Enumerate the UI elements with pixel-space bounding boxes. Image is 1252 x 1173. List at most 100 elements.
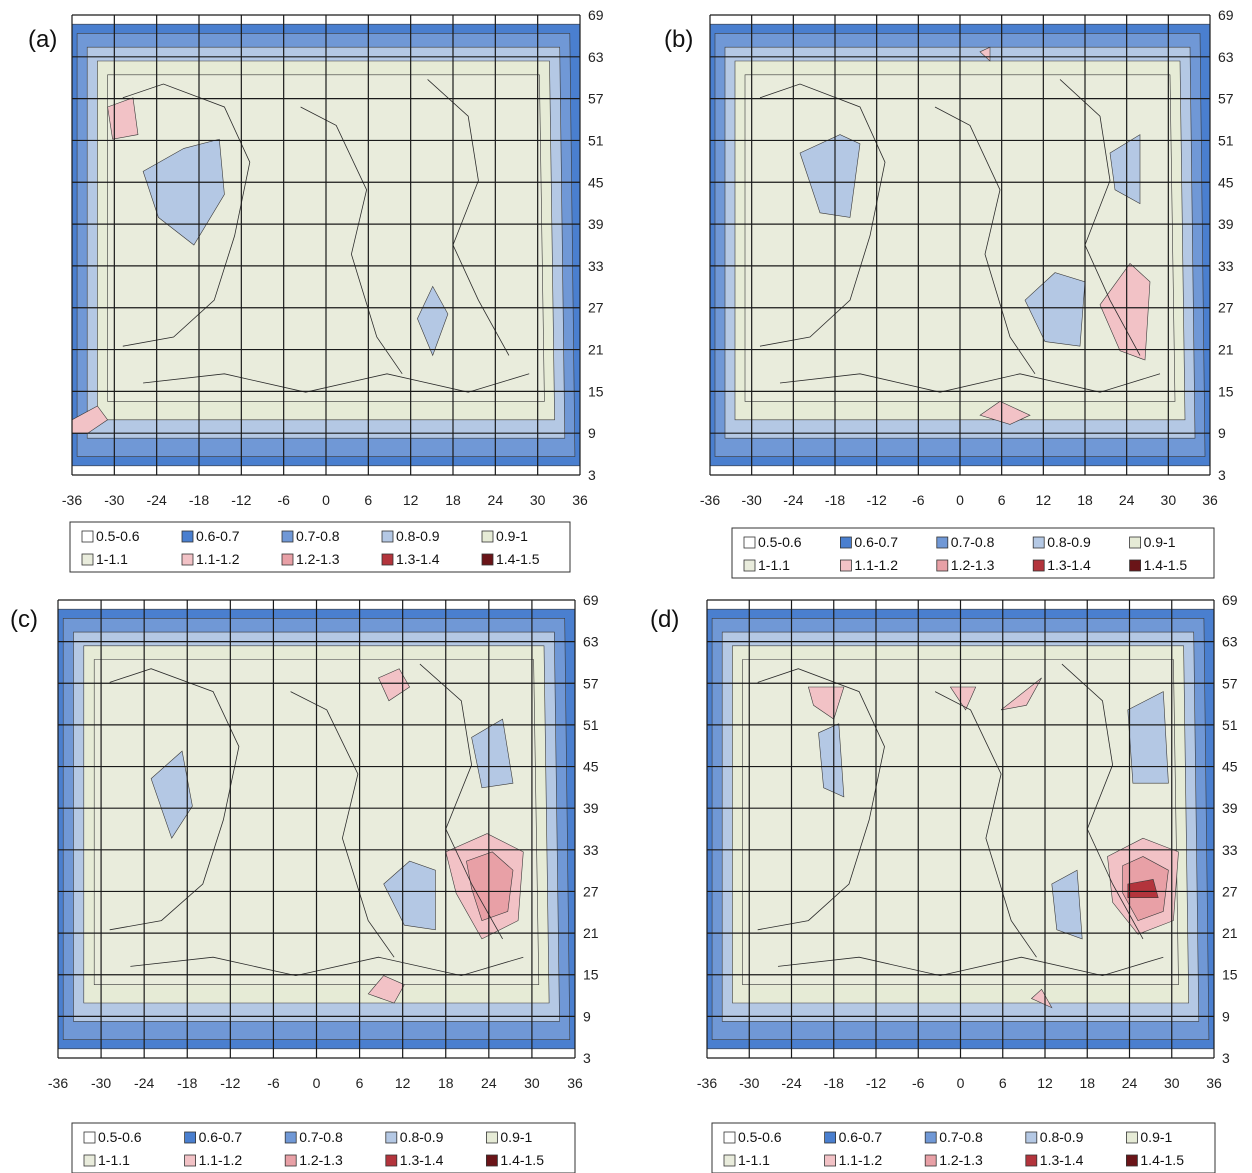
- contour-band-1.1-1.2: [367, 975, 405, 1004]
- legend-swatch: [936, 559, 949, 572]
- panel-2: -36 -30 -24 -18 -12 -6 0 6 12 18 24 30 36 69 63 57 51 45 3…: [664, 7, 1234, 579]
- y-tick-label: 63: [1222, 634, 1238, 650]
- contour-band-0.8-0.9: [383, 860, 436, 931]
- y-tick-label: 51: [1222, 717, 1238, 733]
- legend-swatch: [824, 1154, 836, 1167]
- x-tick-label: 12: [403, 492, 419, 508]
- contour-band-1.1-1.2: [979, 401, 1031, 425]
- x-tick-label: 24: [1122, 1075, 1138, 1091]
- x-tick-label: 0: [956, 492, 964, 508]
- legend-swatch: [1126, 1154, 1138, 1167]
- x-tick-label: 12: [395, 1075, 411, 1091]
- legend-swatch: [181, 553, 194, 566]
- y-tick-label: 3: [1222, 1050, 1230, 1066]
- legend-label: 0.8-0.9: [1040, 1129, 1084, 1145]
- x-tick-label: 6: [998, 492, 1006, 508]
- contour-line: [300, 106, 403, 375]
- contour-line: [1059, 79, 1141, 356]
- x-tick-label: 24: [1119, 492, 1135, 508]
- contour-line: [290, 691, 395, 958]
- x-tick-label: 12: [1036, 492, 1052, 508]
- x-tick-label: -12: [231, 492, 251, 508]
- contour-band-0.8-0.9: [142, 138, 225, 246]
- legend-label: 1.3-1.4: [396, 551, 440, 567]
- legend-swatch: [743, 536, 756, 549]
- legend-swatch: [184, 1154, 197, 1167]
- y-tick-label: 39: [1218, 216, 1234, 232]
- legend-label: 0.6-0.7: [196, 528, 240, 544]
- contour-line: [759, 83, 886, 347]
- contour-band-0.8-0.9: [1051, 869, 1083, 940]
- legend-swatch: [83, 1154, 96, 1167]
- legend-label: 0.9-1: [500, 1129, 532, 1145]
- x-tick-label: 24: [481, 1075, 497, 1091]
- y-tick-label: 63: [1218, 49, 1234, 65]
- x-tick-label: -36: [62, 492, 82, 508]
- contour-band-1.1-1.2: [1030, 988, 1053, 1009]
- contour-band-1.1-1.2: [378, 668, 410, 702]
- y-tick-label: 15: [583, 967, 599, 983]
- y-tick-label: 39: [1222, 800, 1238, 816]
- x-tick-label: -30: [739, 1075, 759, 1091]
- x-tick-label: -30: [91, 1075, 111, 1091]
- legend-label: 1-1.1: [738, 1152, 770, 1168]
- x-tick-label: -18: [824, 1075, 844, 1091]
- legend-label: 0.5-0.6: [96, 528, 140, 544]
- legend-swatch: [284, 1154, 297, 1167]
- legend-label: 1.4-1.5: [1144, 557, 1188, 573]
- y-tick-label: 3: [1218, 467, 1226, 483]
- legend-swatch: [81, 553, 94, 566]
- y-tick-label: 3: [583, 1050, 591, 1066]
- legend-label: 0.6-0.7: [199, 1129, 243, 1145]
- legend-swatch: [1129, 536, 1141, 549]
- x-tick-label: -36: [48, 1075, 68, 1091]
- legend-swatch: [184, 1131, 197, 1144]
- legend-label: 0.9-1: [1140, 1129, 1172, 1145]
- legend-label: 1.2-1.3: [299, 1152, 343, 1168]
- legend-swatch: [485, 1154, 498, 1167]
- y-tick-label: 63: [583, 634, 599, 650]
- contour-band-1.2-1.3: [466, 851, 514, 921]
- contour-band-0.8-0.9: [150, 750, 193, 839]
- x-tick-label: -6: [912, 492, 925, 508]
- contour-line: [427, 79, 510, 356]
- x-tick-label: -18: [177, 1075, 197, 1091]
- contour-band-0.8-0.9: [818, 723, 845, 798]
- legend-label: 1.1-1.2: [199, 1152, 243, 1168]
- legend-label: 1-1.1: [96, 551, 128, 567]
- legend-label: 0.5-0.6: [738, 1129, 782, 1145]
- x-tick-label: 36: [567, 1075, 583, 1091]
- legend-label: 1-1.1: [758, 557, 790, 573]
- contour-line: [1061, 663, 1144, 940]
- x-tick-label: -18: [189, 492, 209, 508]
- legend-swatch: [83, 1131, 96, 1144]
- panel-4: -36 -30 -24 -18 -12 -6 0 6 12 18 24 30 36 69 63 57 51 45 3…: [650, 592, 1238, 1173]
- legend-label: 0.9-1: [1144, 534, 1176, 550]
- x-tick-label: -36: [700, 492, 720, 508]
- y-tick-label: 69: [1222, 592, 1238, 608]
- contour-band-1.3-1.4: [1127, 879, 1159, 898]
- legend-label: 0.6-0.7: [839, 1129, 883, 1145]
- y-tick-label: 33: [1222, 842, 1238, 858]
- x-tick-label: -24: [781, 1075, 801, 1091]
- legend-swatch: [723, 1154, 736, 1167]
- legend-swatch: [723, 1131, 736, 1144]
- legend-label: 0.6-0.7: [854, 534, 898, 550]
- contour-line: [419, 663, 503, 940]
- y-tick-label: 57: [583, 675, 599, 691]
- legend-label: 1.2-1.3: [296, 551, 340, 567]
- contour-line: [777, 956, 1164, 977]
- y-tick-label: 3: [588, 467, 596, 483]
- y-tick-label: 21: [583, 925, 599, 941]
- legend-swatch: [81, 530, 94, 543]
- legend-label: 0.7-0.8: [939, 1129, 983, 1145]
- legend-swatch: [936, 536, 949, 549]
- x-tick-label: 30: [530, 492, 546, 508]
- legend-swatch: [281, 530, 294, 543]
- legend-swatch: [924, 1131, 937, 1144]
- x-tick-label: 6: [999, 1075, 1007, 1091]
- legend-label: 1.4-1.5: [500, 1152, 544, 1168]
- legend-label: 0.5-0.6: [758, 534, 802, 550]
- contour-line: [143, 373, 530, 393]
- x-tick-label: -24: [783, 492, 803, 508]
